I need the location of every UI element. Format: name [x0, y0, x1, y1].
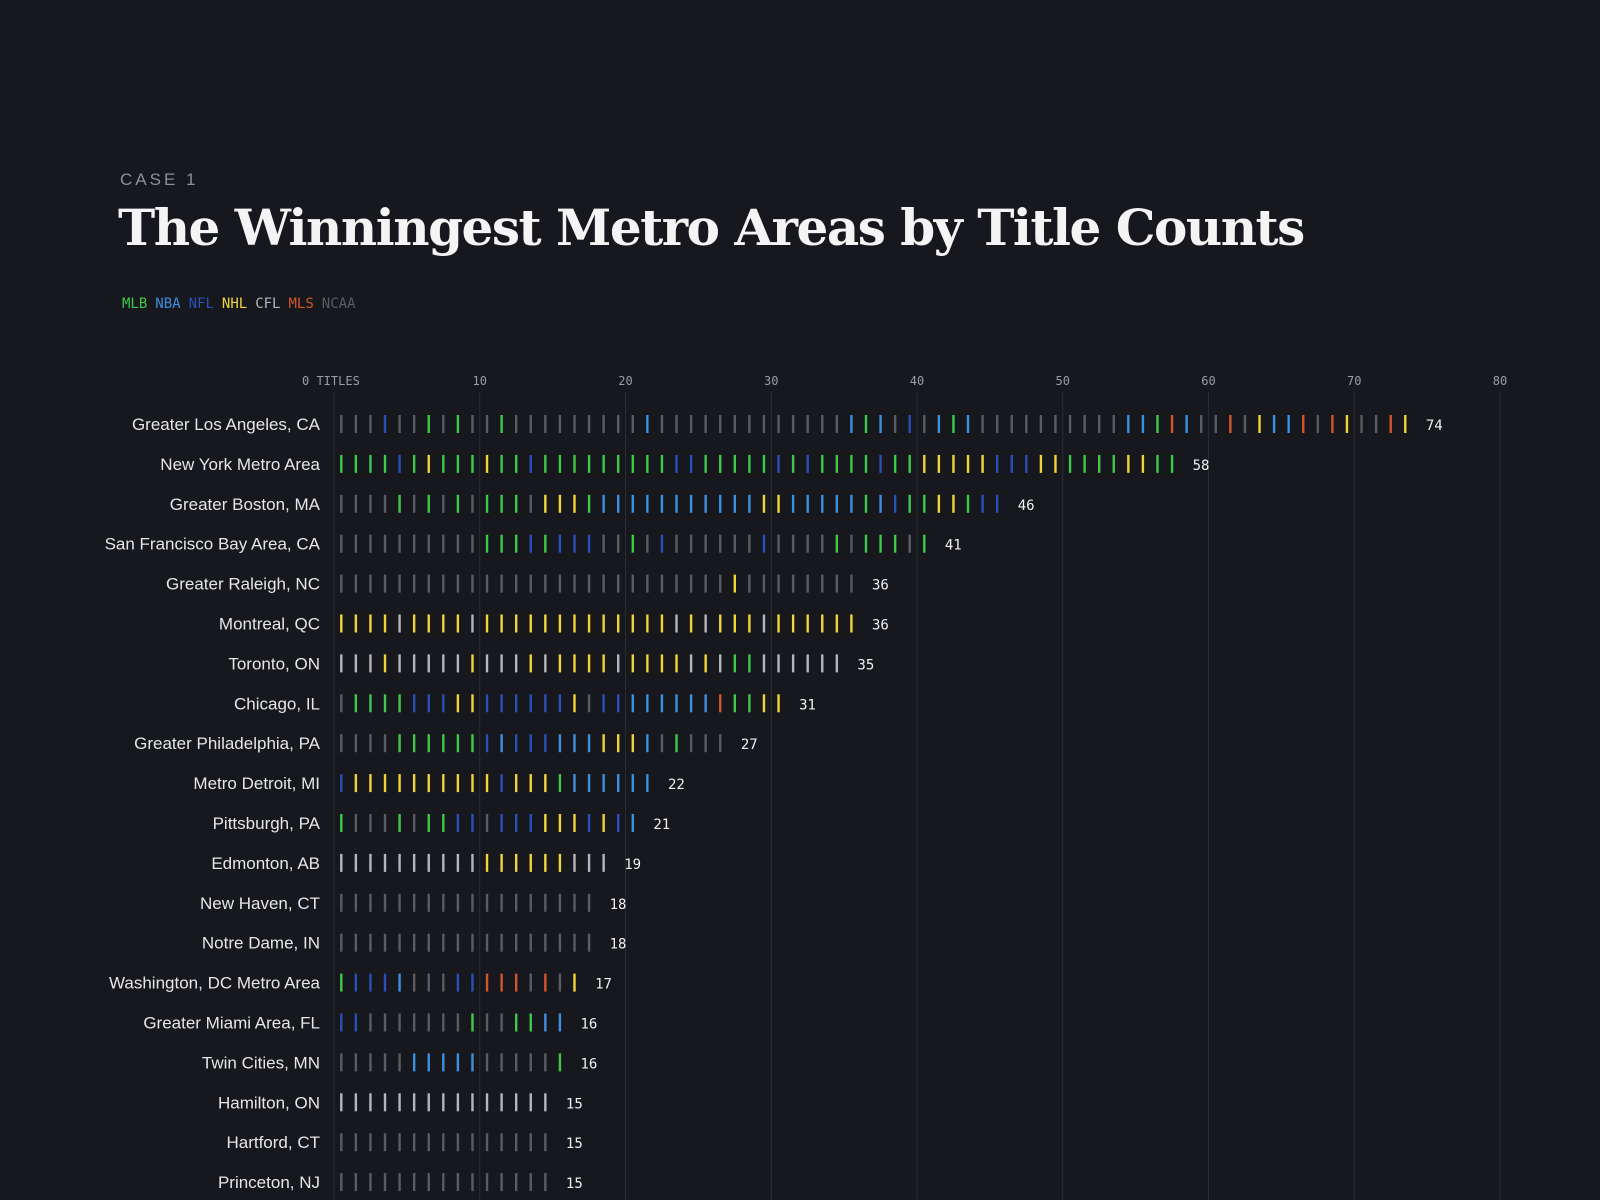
x-tick-label: 0 TITLES: [302, 374, 360, 388]
row-label: Washington, DC Metro Area: [109, 974, 321, 993]
total-label: 41: [945, 538, 962, 554]
total-label: 21: [653, 817, 670, 833]
row-label: Greater Los Angeles, CA: [132, 415, 321, 434]
total-label: 16: [580, 1017, 597, 1033]
x-tick-label: 70: [1347, 374, 1361, 388]
x-tick-label: 20: [618, 374, 632, 388]
total-label: 15: [566, 1136, 583, 1152]
total-label: 17: [595, 977, 612, 993]
row-label: Metro Detroit, MI: [193, 774, 320, 793]
total-label: 46: [1018, 498, 1035, 514]
total-label: 18: [610, 897, 627, 913]
total-label: 15: [566, 1096, 583, 1112]
case-kicker: CASE 1: [120, 170, 199, 189]
legend: MLB NBA NFL NHL CFL MLS NCAA: [122, 296, 356, 312]
total-label: 35: [857, 657, 874, 673]
total-label: 22: [668, 777, 685, 793]
total-label: 15: [566, 1176, 583, 1192]
total-label: 36: [872, 578, 889, 594]
legend-nba: NBA: [155, 296, 181, 312]
row-label: Princeton, NJ: [218, 1173, 320, 1192]
row-label: Toronto, ON: [228, 654, 320, 673]
row-label: New York Metro Area: [160, 455, 320, 474]
row-label: Pittsburgh, PA: [213, 814, 321, 833]
title-count-chart: 0 TITLES 10 20 30 40 50 60 70 80 Greater Los Ange…: [105, 374, 1507, 1200]
total-label: 18: [610, 937, 627, 953]
row-label: New Haven, CT: [200, 894, 320, 913]
row-label: Greater Boston, MA: [170, 495, 321, 514]
x-tick-label: 80: [1493, 374, 1507, 388]
x-tick-label: 10: [473, 374, 487, 388]
row-label: Hartford, CT: [226, 1133, 320, 1152]
row-label: Hamilton, ON: [218, 1093, 320, 1112]
legend-ncaa: NCAA: [321, 296, 356, 312]
total-label: 19: [624, 857, 641, 873]
x-tick-label: 30: [764, 374, 778, 388]
total-label: 36: [872, 618, 889, 634]
total-label: 74: [1426, 418, 1443, 434]
chart-title: The Winningest Metro Areas by Title Coun…: [118, 198, 1305, 257]
row-label: Montreal, QC: [219, 615, 320, 634]
legend-mls: MLS: [288, 296, 314, 312]
legend-cfl: CFL: [255, 296, 281, 312]
total-label: 27: [741, 737, 758, 753]
legend-nfl: NFL: [188, 296, 214, 312]
row-label: Edmonton, AB: [211, 854, 320, 873]
legend-mlb: MLB: [122, 296, 148, 312]
x-tick-label: 50: [1056, 374, 1070, 388]
row-label: Greater Raleigh, NC: [166, 575, 320, 594]
total-label: 16: [580, 1056, 597, 1072]
x-tick-label: 40: [910, 374, 924, 388]
legend-nhl: NHL: [221, 296, 248, 312]
row-label: Greater Miami Area, FL: [143, 1014, 320, 1033]
row-label: Twin Cities, MN: [202, 1053, 320, 1072]
total-label: 58: [1193, 458, 1210, 474]
row-label: Chicago, IL: [234, 694, 320, 713]
x-tick-label: 60: [1201, 374, 1215, 388]
total-label: 31: [799, 697, 816, 713]
row-label: San Francisco Bay Area, CA: [105, 535, 321, 554]
row-label: Notre Dame, IN: [202, 934, 320, 953]
row-label: Greater Philadelphia, PA: [134, 734, 321, 753]
